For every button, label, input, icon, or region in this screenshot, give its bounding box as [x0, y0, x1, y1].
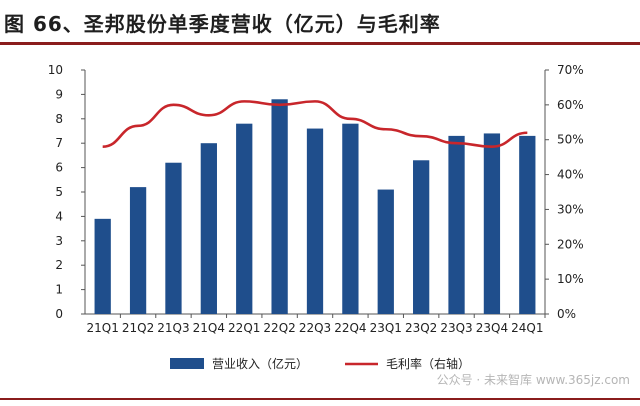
x-tick-label: 21Q4	[193, 321, 225, 335]
y-left-tick-label: 0	[55, 307, 63, 321]
x-tick-label: 23Q4	[476, 321, 508, 335]
y-right-tick-label: 20%	[557, 237, 584, 251]
bar	[200, 143, 217, 314]
bottom-divider	[0, 398, 640, 400]
x-tick-label: 22Q2	[263, 321, 295, 335]
bar	[413, 160, 430, 314]
x-tick-label: 23Q3	[440, 321, 472, 335]
legend-bar-swatch	[170, 358, 204, 369]
y-right-tick-label: 10%	[557, 272, 584, 286]
x-tick-label: 23Q1	[370, 321, 402, 335]
x-tick-label: 21Q3	[157, 321, 189, 335]
bar	[271, 99, 288, 314]
bar	[342, 123, 359, 315]
y-left-tick-label: 9	[55, 87, 63, 101]
x-tick-label: 24Q1	[511, 321, 543, 335]
chart-title: 图 66、圣邦股份单季度营收（亿元）与毛利率	[4, 12, 441, 36]
bar	[94, 218, 111, 314]
legend-line-label: 毛利率（右轴）	[386, 356, 470, 371]
y-left-tick-label: 10	[48, 63, 63, 77]
bar	[483, 133, 501, 314]
bar	[448, 135, 465, 314]
legend-bar-label: 营业收入（亿元）	[212, 356, 308, 371]
bar	[306, 128, 324, 314]
y-right-tick-label: 40%	[557, 168, 584, 182]
x-tick-label: 21Q2	[122, 321, 154, 335]
bar	[377, 189, 394, 314]
x-tick-label: 23Q2	[405, 321, 437, 335]
y-right-tick-label: 50%	[557, 133, 584, 147]
y-left-tick-label: 7	[55, 136, 63, 150]
bar	[129, 187, 147, 314]
y-right-tick-label: 0%	[557, 307, 576, 321]
legend: 营业收入（亿元） 毛利率（右轴）	[170, 356, 470, 371]
x-tick-labels: 21Q1 21Q2 21Q3 21Q4 22Q1 22Q2 22Q3 22Q4 23Q1 23Q2…	[87, 321, 544, 335]
y-left-tick-label: 8	[55, 112, 63, 126]
line-group	[102, 100, 528, 148]
y-left-tick-label: 6	[55, 161, 63, 175]
y-left-tick-label: 4	[55, 209, 63, 223]
title-divider	[0, 42, 640, 45]
y-left-tick-label: 3	[55, 234, 63, 248]
bars-group	[94, 99, 536, 315]
bar	[519, 135, 536, 314]
watermark-text: 公众号 · 未来智库 www.365jz.com	[436, 373, 630, 387]
x-tick-label: 21Q1	[87, 321, 119, 335]
bar	[236, 123, 253, 315]
y-right-tick-label: 60%	[557, 98, 584, 112]
x-tick-label: 22Q1	[228, 321, 260, 335]
y-left-tick-label: 5	[55, 185, 63, 199]
y-left-tick-label: 2	[55, 258, 63, 272]
y-left-tick-label: 1	[55, 283, 63, 297]
axes-group: 0 1 2 3 4 5 6 7 8 9 10 0% 10% 20% 30% 40% 50% 60% 70%	[48, 63, 584, 321]
y-right-tick-label: 30%	[557, 202, 584, 216]
x-tick-label: 22Q4	[334, 321, 366, 335]
bar	[165, 162, 182, 314]
y-right-tick-label: 70%	[557, 63, 584, 77]
title-area: 图 66、圣邦股份单季度营收（亿元）与毛利率	[0, 0, 640, 45]
x-tick-label: 22Q3	[299, 321, 331, 335]
chart-canvas: 0 1 2 3 4 5 6 7 8 9 10 0% 10% 20% 30% 40% 50% 60% 70% 21Q1…	[48, 63, 584, 371]
